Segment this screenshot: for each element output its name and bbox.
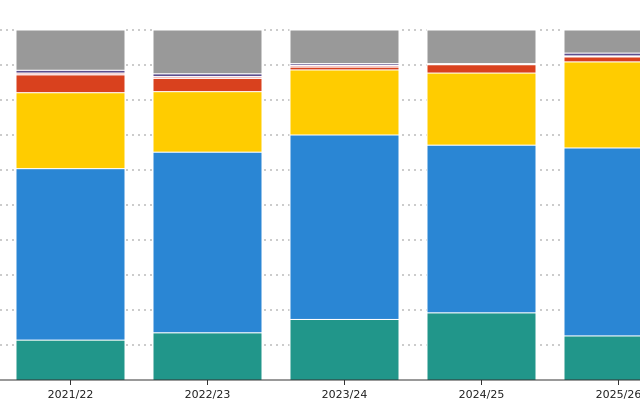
bar-segment-2021-22-series-3 [15,92,126,170]
bar-segment-2025-26-series-3 [563,61,640,149]
bars [15,29,640,381]
bar-segment-2024-25-series-4 [426,64,537,74]
bar-segment-2022-23-series-2 [152,151,263,334]
x-tick-label: 2024/25 [459,388,505,400]
x-tick-label: 2022/23 [185,388,231,400]
bar-segment-2025-26-series-4 [563,56,640,63]
bar-segment-2021-22-series-7 [15,29,126,71]
bar-segment-2025-26-series-2 [563,147,640,337]
x-axis-ticks: 2021/22 2022/23 2023/24 2024/25 2025/26 [48,380,640,400]
bar-segment-2022-23-series-3 [152,91,263,153]
bar-segment-2024-25-series-3 [426,72,537,146]
x-tick-label: 2023/24 [322,388,368,400]
bar-segment-2021-22-series-2 [15,168,126,341]
bar-segment-2021-22-series-4 [15,74,126,94]
bar-segment-2023-24-series-1 [289,318,400,381]
bar-segment-2024-25-series-1 [426,312,537,381]
bar-segment-2024-25-series-2 [426,144,537,314]
bar-segment-2022-23-series-4 [152,77,263,93]
bar-segment-2025-26-series-7 [563,29,640,54]
bar-segment-2025-26-series-1 [563,335,640,381]
bar-segment-2021-22-series-1 [15,339,126,381]
bar-segment-2023-24-series-3 [289,69,400,136]
bar-segment-2023-24-series-2 [289,134,400,320]
x-tick-label: 2021/22 [48,388,94,400]
bar-segment-2024-25-series-7 [426,29,537,65]
x-tick-label: 2025/26 [596,388,640,400]
bar-segment-2022-23-series-7 [152,29,263,75]
bar-segment-2023-24-series-7 [289,29,400,65]
bar-segment-2022-23-series-1 [152,332,263,381]
